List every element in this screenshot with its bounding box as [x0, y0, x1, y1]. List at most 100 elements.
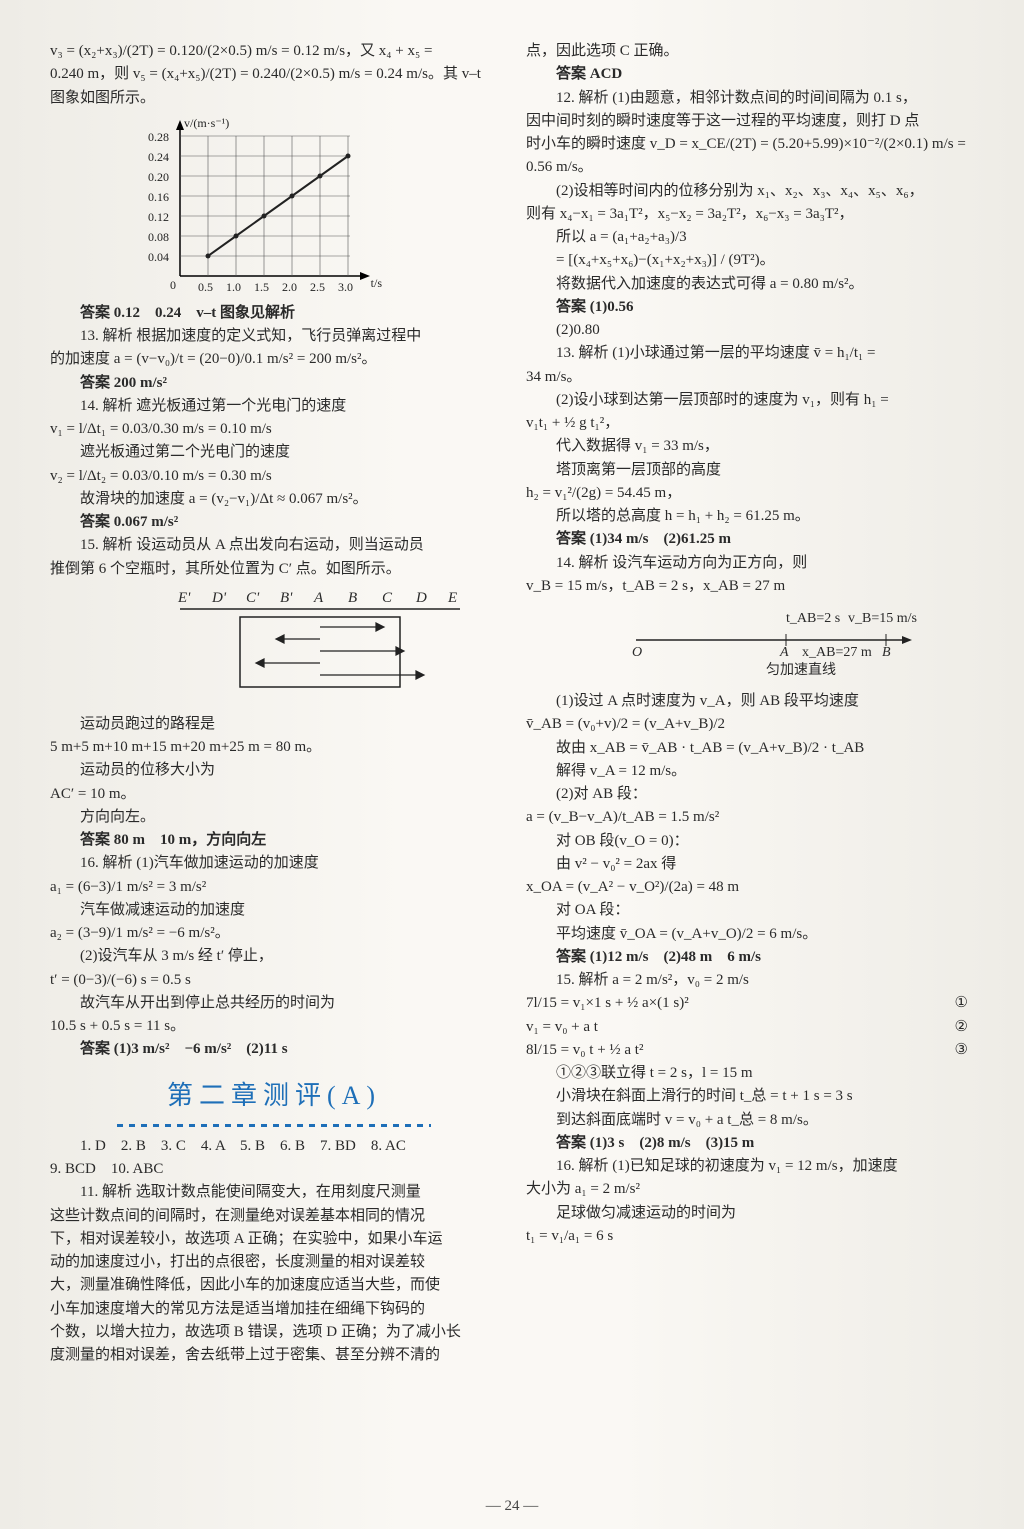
eq-text: 8l/15 = v₀ t + ½ a t² — [526, 1042, 643, 1058]
xtick: 3.0 — [338, 278, 353, 297]
text-line: 所以塔的总高度 h = h₁ + h₂ = 61.25 m。 — [526, 505, 974, 528]
text-line: a₂ = (3−9)/1 m/s² = −6 m/s²。 — [50, 922, 498, 945]
text-line: 个数，以增大拉力，故选项 B 错误，选项 D 正确；为了减小长 — [50, 1321, 498, 1344]
eq-number: ③ — [955, 1039, 968, 1062]
right-column: 点，因此选项 C 正确。 答案 ACD 12. 解析 (1)由题意，相邻计数点间… — [526, 40, 974, 1509]
answer-line: 答案 (1)34 m/s (2)61.25 m — [526, 528, 974, 551]
text-line: 则有 x₄−x₁ = 3a₁T²，x₅−x₂ = 3a₂T²，x₆−x₃ = 3… — [526, 203, 974, 226]
text-line: = [(x₄+x₅+x₆)−(x₁+x₂+x₃)] / (9T²)。 — [526, 249, 974, 272]
text-line: 13. 解析 (1)小球通过第一层的平均速度 v̄ = h₁/t₁ = — [526, 342, 974, 365]
eq-number: ② — [955, 1016, 968, 1039]
answer-line: 答案 (1)3 s (2)8 m/s (3)15 m — [526, 1132, 974, 1155]
eq-text: v₁ = v₀ + a t — [526, 1019, 598, 1035]
text-line: 故滑块的加速度 a = (v₂−v₁)/Δt ≈ 0.067 m/s²。 — [50, 488, 498, 511]
text-line: 15. 解析 a = 2 m/s²，v₀ = 2 m/s — [526, 969, 974, 992]
xtick: 0.5 — [198, 278, 213, 297]
text-line: 图象如图所示。 — [50, 87, 498, 110]
text-line: 点，因此选项 C 正确。 — [526, 40, 974, 63]
text-line: 遮光板通过第二个光电门的速度 — [50, 441, 498, 464]
text-line: 时小车的瞬时速度 v_D = x_CE/(2T) = (5.20+5.99)×1… — [526, 133, 974, 156]
text-line: 因中间时刻的瞬时速度等于这一过程的平均速度，则打 D 点 — [526, 110, 974, 133]
text-line: 将数据代入加速度的表达式可得 a = 0.80 m/s²。 — [526, 273, 974, 296]
text-line: v₂ = l/Δt₂ = 0.03/0.10 m/s = 0.30 m/s — [50, 465, 498, 488]
page: v₃ = (x₂+x₃)/(2T) = 0.120/(2×0.5) m/s = … — [0, 0, 1024, 1529]
ytick: 0.24 — [148, 148, 169, 167]
nl-label-vB: v_B=15 m/s — [848, 608, 917, 630]
page-number: — 24 — — [0, 1498, 1024, 1515]
text-line: h₂ = v₁²/(2g) = 54.45 m， — [526, 482, 974, 505]
text-line: 小车加速度增大的常见方法是适当增加挂在细绳下钩码的 — [50, 1298, 498, 1321]
text-line: 5 m+5 m+10 m+15 m+20 m+25 m = 80 m。 — [50, 736, 498, 759]
text-line: t₁ = v₁/a₁ = 6 s — [526, 1225, 974, 1248]
text-line: 小滑块在斜面上滑行的时间 t_总 = t + 1 s = 3 s — [526, 1085, 974, 1108]
text-line: 这些计数点间的间隔时，在测量绝对误差基本相同的情况 — [50, 1205, 498, 1228]
text-line: a₁ = (6−3)/1 m/s² = 3 m/s² — [50, 876, 498, 899]
eq-text: 7l/15 = v₁×1 s + ½ a×(1 s)² — [526, 995, 689, 1011]
text-line: 解得 v_A = 12 m/s。 — [526, 760, 974, 783]
text-line: v̄_AB = (v₀+v)/2 = (v_A+v_B)/2 — [526, 713, 974, 736]
text-line: 大，测量准确性降低，因此小车的加速度应适当大些，而使 — [50, 1274, 498, 1297]
text-line: 下，相对误差较小，故选项 A 正确；在实验中，如果小车运 — [50, 1228, 498, 1251]
text-line: 平均速度 v̄_OA = (v_A+v_O)/2 = 6 m/s。 — [526, 923, 974, 946]
answer-line: 答案 200 m/s² — [50, 372, 498, 395]
text-line: 故由 x_AB = v̄_AB · t_AB = (v_A+v_B)/2 · t… — [526, 737, 974, 760]
text-line: v₃ = (x₂+x₃)/(2T) = 0.120/(2×0.5) m/s = … — [50, 40, 498, 63]
text-line: 14. 解析 设汽车运动方向为正方向，则 — [526, 552, 974, 575]
text-line: x_OA = (v_A² − v_O²)/(2a) = 48 m — [526, 876, 974, 899]
answer-line: 答案 (1)3 m/s² −6 m/s² (2)11 s — [50, 1038, 498, 1061]
diagram-label: B — [348, 587, 357, 610]
text-line: v₁ = v₀ + a t ② — [526, 1016, 974, 1039]
vt-chart: v/(m·s⁻¹) t/s 0.04 0.08 0.12 0.16 0.20 0… — [140, 116, 380, 296]
text-line: v₁t₁ + ½ g t₁²， — [526, 412, 974, 435]
text-line: 到达斜面底端时 v = v₀ + a t_总 = 8 m/s。 — [526, 1109, 974, 1132]
text-line: 汽车做减速运动的加速度 — [50, 899, 498, 922]
answer-line: 答案 ACD — [526, 63, 974, 86]
ytick: 0.28 — [148, 128, 169, 147]
diagram-label: B' — [280, 587, 292, 610]
bottle-diagram: E' D' C' B' A B C D E — [170, 587, 470, 707]
answer-line: 答案 (1)0.56 — [526, 296, 974, 319]
chart-ylabel: v/(m·s⁻¹) — [184, 114, 229, 133]
nl-label-B: B — [882, 642, 891, 664]
ytick: 0.08 — [148, 228, 169, 247]
nl-caption: 匀加速直线 — [766, 660, 836, 682]
answer-line: (2)0.80 — [526, 319, 974, 342]
nl-label-tAB: t_AB=2 s — [786, 608, 840, 630]
diagram-label: C — [382, 587, 392, 610]
text-line: 足球做匀减速运动的时间为 — [526, 1202, 974, 1225]
text-line: 15. 解析 设运动员从 A 点出发向右运动，则当运动员 — [50, 534, 498, 557]
text-line: 16. 解析 (1)已知足球的初速度为 v₁ = 12 m/s，加速度 — [526, 1155, 974, 1178]
diagram-label: D' — [212, 587, 226, 610]
xtick: 2.0 — [282, 278, 297, 297]
text-line: 运动员的位移大小为 — [50, 759, 498, 782]
chart-xlabel: t/s — [371, 274, 382, 293]
text-line: 动的加速度过小，打出的点很密，长度测量的相对误差较 — [50, 1251, 498, 1274]
answer-line: 答案 0.067 m/s² — [50, 511, 498, 534]
answer-line: 答案 80 m 10 m，方向向左 — [50, 829, 498, 852]
text-line: 16. 解析 (1)汽车做加速运动的加速度 — [50, 852, 498, 875]
xtick: 2.5 — [310, 278, 325, 297]
answer-line: 答案 0.12 0.24 v–t 图象见解析 — [50, 302, 498, 325]
text-line: (2)对 AB 段： — [526, 783, 974, 806]
text-line: 运动员跑过的路程是 — [50, 713, 498, 736]
text-line: 8l/15 = v₀ t + ½ a t² ③ — [526, 1039, 974, 1062]
text-line: (2)设汽车从 3 m/s 经 t′ 停止， — [50, 945, 498, 968]
nl-label-O: O — [632, 642, 642, 664]
text-line: 7l/15 = v₁×1 s + ½ a×(1 s)²① — [526, 992, 974, 1015]
diagram-label: C' — [246, 587, 259, 610]
numberline-diagram: O A B t_AB=2 s v_B=15 m/s x_AB=27 m 匀加速直… — [626, 604, 926, 684]
diagram-label: E — [448, 587, 457, 610]
origin-zero: 0 — [170, 276, 176, 295]
ytick: 0.04 — [148, 248, 169, 267]
text-line: 推倒第 6 个空瓶时，其所处位置为 C′ 点。如图所示。 — [50, 558, 498, 581]
text-line: AC′ = 10 m。 — [50, 783, 498, 806]
vt-chart-svg — [140, 116, 380, 296]
text-line: 对 OB 段(v_O = 0)： — [526, 830, 974, 853]
text-line: 方向向左。 — [50, 806, 498, 829]
text-line: a = (v_B−v_A)/t_AB = 1.5 m/s² — [526, 806, 974, 829]
text-line: 塔顶离第一层顶部的高度 — [526, 459, 974, 482]
diagram-label: D — [416, 587, 427, 610]
text-line: 度测量的相对误差，舍去纸带上过于密集、甚至分辨不清的 — [50, 1344, 498, 1367]
text-line: 11. 解析 选取计数点能使间隔变大，在用刻度尺测量 — [50, 1181, 498, 1204]
text-line: ①②③联立得 t = 2 s，l = 15 m — [526, 1062, 974, 1085]
